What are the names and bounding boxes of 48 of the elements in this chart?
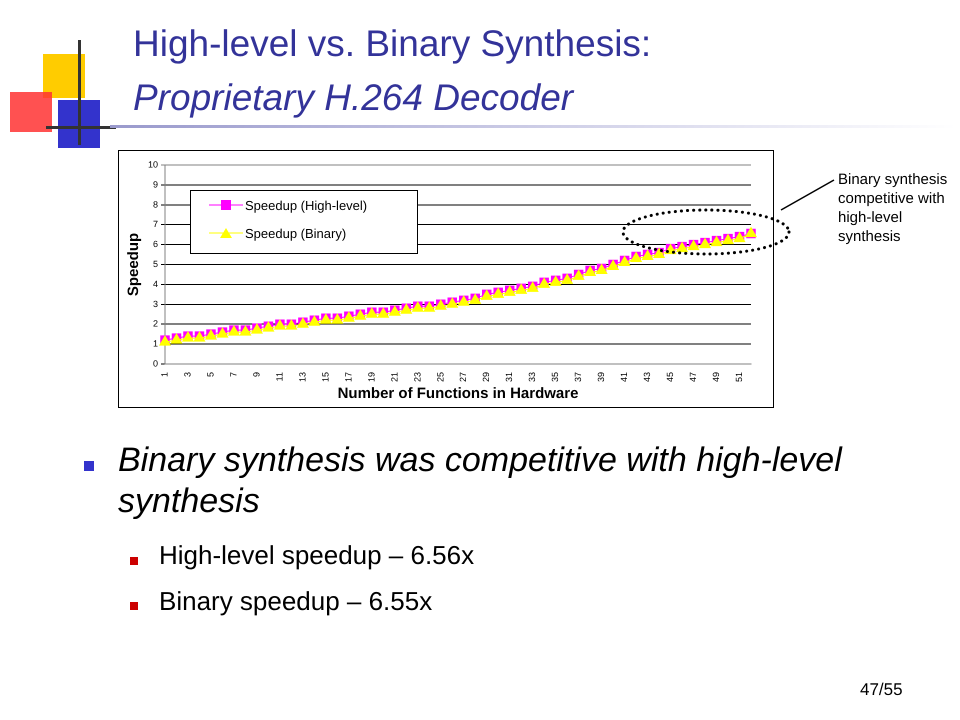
x-tick-label: 25 [435,372,446,382]
x-tick-label: 5 [205,372,216,378]
text: High-level speedup – 6.56x [159,540,474,571]
x-tick-label: 19 [366,372,376,382]
y-tick-label: 3 [152,298,158,309]
x-tick-label: 3 [182,372,192,378]
text: 47/55 [860,680,903,700]
y-axis-title: Speedup [125,232,142,296]
x-tick-label: 9 [251,372,262,378]
y-tick-label: 6 [152,239,158,250]
y-tick-label: 0 [152,358,158,368]
x-tick-label: 51 [734,372,744,382]
x-tick-label: 21 [389,372,400,382]
y-tick-label: 4 [152,278,158,289]
y-tick-label: 9 [152,179,158,190]
legend-label: Speedup (High-level) [245,198,368,212]
x-tick-label: 47 [688,372,698,382]
x-tick-label: 29 [481,372,492,382]
x-tick-label: 23 [412,372,422,382]
x-tick-label: 45 [665,372,676,382]
x-tick-label: 33 [527,372,538,382]
text: Binary speedup – 6.55x [159,586,432,617]
x-tick-label: 15 [320,372,330,382]
x-tick-label: 37 [573,372,584,382]
y-tick-label: 1 [152,338,158,349]
y-tick-label: 10 [148,159,158,170]
chart-subtitle: Proprietary H.264 Decoder [133,76,574,120]
x-tick-label: 35 [550,372,560,382]
x-tick-label: 27 [458,372,468,382]
x-tick-label: 1 [159,372,170,378]
x-tick-label: 43 [642,372,652,382]
x-tick-label: 17 [343,372,354,382]
y-tick-label: 5 [152,258,158,269]
text: Binary synthesis competitive with high-level synthesis [838,170,948,246]
x-tick-label: 13 [297,372,308,382]
x-tick-label: 41 [619,372,630,382]
x-tick-label: 7 [228,372,238,378]
x-tick-label: 31 [504,372,514,382]
legend-label: Speedup (Binary) [245,226,346,240]
y-tick-label: 7 [152,219,158,230]
y-tick-label: 8 [152,199,158,210]
chart-title: High-level vs. Binary Synthesis: [133,22,652,66]
x-tick-label: 39 [596,372,606,382]
y-tick-label: 2 [152,318,158,329]
x-tick-label: 49 [711,372,722,382]
text: Binary synthesis was competitive with high-level synthesis [118,440,844,522]
x-axis-title: Number of Functions in Hardware [338,385,578,402]
x-tick-label: 11 [274,372,284,382]
